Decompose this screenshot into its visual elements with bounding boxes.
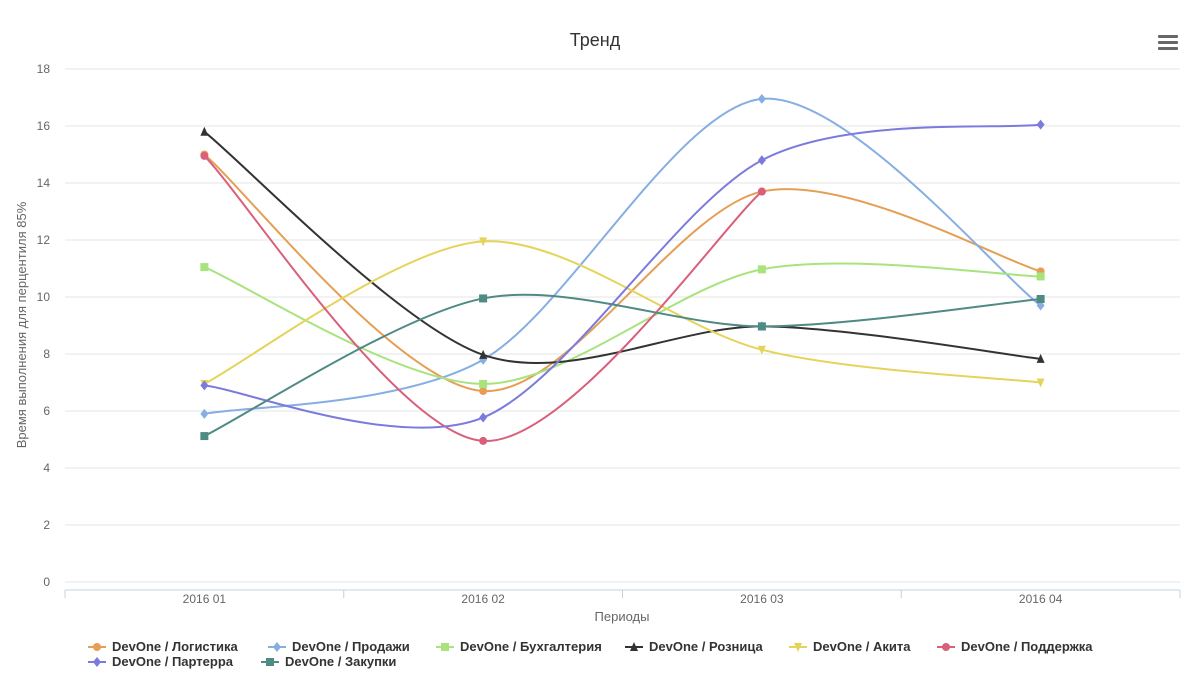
series-group (200, 93, 1045, 445)
y-tick-label: 12 (37, 233, 51, 247)
data-point[interactable] (479, 379, 488, 388)
legend-marker (794, 643, 802, 652)
menu-bar (1158, 47, 1178, 50)
legend-item[interactable]: DevOne / Партерра (88, 654, 234, 669)
series-2[interactable] (200, 93, 1045, 419)
data-point[interactable] (757, 155, 766, 166)
data-point[interactable] (200, 126, 209, 136)
legend-marker (441, 643, 449, 651)
series-line[interactable] (204, 123, 1041, 429)
legend-marker (273, 642, 281, 652)
series-line[interactable] (203, 130, 1041, 364)
legend-item[interactable]: DevOne / Продажи (268, 639, 410, 654)
data-point[interactable] (479, 387, 488, 396)
y-tick-label: 10 (37, 290, 51, 304)
hamburger-menu-icon[interactable] (1156, 32, 1180, 54)
series-6[interactable] (200, 151, 766, 445)
data-point[interactable] (1036, 294, 1045, 303)
series-7[interactable] (200, 119, 1045, 429)
data-point[interactable] (479, 294, 488, 303)
series-line[interactable] (203, 293, 1041, 437)
data-point[interactable] (479, 349, 488, 359)
series-8[interactable] (200, 293, 1045, 441)
series-4[interactable] (200, 126, 1045, 364)
x-tick-label: 2016 03 (740, 592, 784, 606)
data-point[interactable] (200, 380, 209, 391)
x-axis-title: Периоды (595, 609, 650, 624)
legend-marker (942, 643, 950, 651)
x-axis: 2016 01 2016 02 2016 03 2016 04 (64, 589, 1181, 606)
data-point[interactable] (1036, 353, 1045, 363)
data-point[interactable] (757, 265, 766, 274)
data-point[interactable] (757, 345, 766, 355)
data-point[interactable] (1036, 378, 1045, 388)
legend-label: DevOne / Продажи (292, 639, 410, 654)
data-point[interactable] (757, 187, 766, 196)
data-point[interactable] (200, 432, 209, 441)
y-tick-label: 14 (37, 176, 51, 190)
x-tick-label: 2016 01 (183, 592, 227, 606)
data-point[interactable] (757, 93, 766, 104)
y-tick-label: 2 (43, 518, 50, 532)
legend-item[interactable]: DevOne / Поддержка (937, 639, 1093, 654)
menu-bar (1158, 35, 1178, 38)
x-tick-label: 2016 02 (461, 592, 505, 606)
legend-item[interactable]: DevOne / Акита (789, 639, 911, 654)
legend-marker (93, 643, 101, 651)
legend-label: DevOne / Закупки (285, 654, 396, 669)
data-point[interactable] (757, 322, 766, 331)
series-line[interactable] (203, 153, 1041, 393)
legend-label: DevOne / Акита (813, 639, 911, 654)
series-line[interactable] (203, 262, 1041, 385)
data-point[interactable] (200, 263, 209, 272)
legend-marker (630, 642, 638, 651)
y-tick-label: 6 (43, 404, 50, 418)
data-point[interactable] (200, 151, 209, 160)
series-line[interactable] (203, 240, 1041, 385)
legend-label: DevOne / Логистика (112, 639, 239, 654)
data-point[interactable] (1036, 272, 1045, 281)
series-3[interactable] (200, 262, 1045, 388)
y-tick-label: 0 (43, 575, 50, 589)
legend-label: DevOne / Розница (649, 639, 764, 654)
legend-item[interactable]: DevOne / Закупки (261, 654, 396, 669)
legend-marker (266, 658, 274, 666)
data-point[interactable] (479, 436, 488, 445)
data-point[interactable] (1036, 119, 1045, 130)
legend-item[interactable]: DevOne / Логистика (88, 639, 239, 654)
y-tick-label: 16 (37, 119, 51, 133)
y-tick-label: 8 (43, 347, 50, 361)
y-axis-title: Время выполнения для перцентиля 85% (14, 201, 29, 448)
legend[interactable]: DevOne / Логистика DevOne / Продажи DevOne… (88, 639, 1093, 669)
legend-label: DevOne / Поддержка (961, 639, 1093, 654)
chart-title: Тренд (570, 30, 621, 50)
data-point[interactable] (479, 237, 488, 247)
x-tick-label: 2016 04 (1019, 592, 1063, 606)
grid (65, 68, 1180, 583)
series-1[interactable] (200, 150, 1045, 396)
y-tick-label: 4 (43, 461, 50, 475)
menu-bar (1158, 41, 1178, 44)
legend-marker (93, 657, 101, 667)
legend-label: DevOne / Бухгалтерия (460, 639, 602, 654)
legend-item[interactable]: DevOne / Бухгалтерия (436, 639, 602, 654)
data-point[interactable] (479, 412, 488, 423)
data-point[interactable] (1036, 300, 1045, 311)
series-line[interactable] (204, 97, 1042, 415)
data-point[interactable] (200, 408, 209, 419)
legend-item[interactable]: DevOne / Розница (625, 639, 764, 654)
y-axis: 0 2 4 6 8 10 12 14 16 18 (37, 62, 51, 589)
legend-label: DevOne / Партерра (112, 654, 234, 669)
y-tick-label: 18 (37, 62, 51, 76)
